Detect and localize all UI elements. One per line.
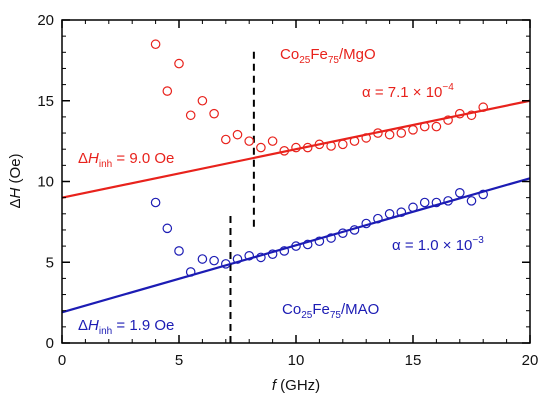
data-point-mgo xyxy=(209,108,219,119)
y-tick-label: 15 xyxy=(37,93,54,110)
x-axis-label: f (GHz) xyxy=(272,377,320,394)
data-point-mao xyxy=(326,233,336,243)
data-point-mgo xyxy=(373,128,383,138)
data-point-mao xyxy=(314,236,325,247)
data-point-mao xyxy=(349,225,360,235)
x-tick-label: 20 xyxy=(522,352,539,369)
data-point-mao xyxy=(466,196,477,206)
data-point-mao xyxy=(454,188,465,198)
data-point-mao xyxy=(337,228,348,238)
mao-sample-label: Co25Fe75/MAO xyxy=(282,301,379,321)
axis-ticks: 0 5 10 15 20 0 5 10 15 20 xyxy=(37,12,538,369)
data-point-mao xyxy=(150,197,161,208)
x-tick-label: 10 xyxy=(288,352,305,369)
chart-marks xyxy=(61,39,531,343)
data-point-mao xyxy=(408,202,418,213)
data-point-mgo xyxy=(256,142,266,153)
data-point-mgo xyxy=(291,142,301,153)
data-point-mao xyxy=(478,189,488,200)
data-point-mao xyxy=(373,213,383,224)
data-point-mgo xyxy=(396,128,407,138)
data-point-mao xyxy=(256,252,266,263)
x-tick-label: 0 xyxy=(58,352,66,369)
data-point-mgo xyxy=(267,136,278,146)
y-axis-label: ΔH (Oe) xyxy=(7,153,24,208)
x-tick-label: 5 xyxy=(175,352,183,369)
plot-frame xyxy=(61,19,531,344)
data-point-mao xyxy=(267,249,278,259)
mao-alpha-label: α = 1.0 × 10−3 xyxy=(392,235,484,254)
data-point-mao xyxy=(185,267,196,277)
y-tick-label: 10 xyxy=(37,174,54,191)
y-tick-label: 0 xyxy=(46,335,54,352)
data-point-mao xyxy=(361,218,371,229)
mao-inhomogeneous-label: ΔHinh = 1.9 Oe xyxy=(78,317,174,337)
data-point-mgo xyxy=(174,58,184,69)
data-point-mgo xyxy=(150,39,161,50)
data-point-mgo xyxy=(443,115,453,125)
data-point-mgo xyxy=(232,129,243,140)
y-tick-label: 5 xyxy=(46,254,54,271)
data-point-mao xyxy=(419,197,430,208)
data-point-mgo xyxy=(244,136,254,146)
data-point-mgo xyxy=(197,95,208,106)
mgo-sample-label: Co25Fe75/MgO xyxy=(280,46,376,66)
data-point-mao xyxy=(384,209,395,219)
data-point-mgo xyxy=(162,86,173,96)
data-point-mgo xyxy=(408,125,418,135)
data-point-mgo xyxy=(361,133,371,143)
data-point-mao xyxy=(431,197,442,208)
y-tick-label: 20 xyxy=(37,12,54,29)
data-point-mao xyxy=(174,246,184,256)
fit-line-mgo xyxy=(61,99,531,199)
data-point-mgo xyxy=(384,129,395,140)
data-point-mgo xyxy=(466,110,477,121)
data-point-mao xyxy=(244,250,254,261)
data-point-mao xyxy=(221,259,231,269)
data-point-mao xyxy=(396,207,407,217)
data-point-mgo xyxy=(431,121,442,132)
data-point-mao xyxy=(302,239,313,250)
data-point-mao xyxy=(291,241,301,251)
data-point-mgo xyxy=(314,139,325,150)
data-point-mgo xyxy=(279,146,290,156)
data-point-mgo xyxy=(337,139,348,150)
data-point-mao xyxy=(197,254,208,264)
data-point-mgo xyxy=(454,108,465,119)
data-point-mao xyxy=(443,196,453,206)
data-point-mgo xyxy=(419,121,430,132)
data-point-mao xyxy=(209,255,219,266)
data-point-mao xyxy=(232,254,243,264)
data-point-mgo xyxy=(185,110,196,121)
x-tick-label: 15 xyxy=(405,352,422,369)
data-point-mgo xyxy=(478,102,488,113)
data-point-mgo xyxy=(349,136,360,146)
mgo-inhomogeneous-label: ΔHinh = 9.0 Oe xyxy=(78,150,174,170)
data-point-mgo xyxy=(302,142,313,153)
data-point-mgo xyxy=(326,141,336,151)
data-point-mao xyxy=(279,246,290,256)
data-point-mgo xyxy=(221,134,231,145)
data-point-mao xyxy=(162,223,173,234)
mgo-alpha-label: α = 7.1 × 10−4 xyxy=(362,82,454,101)
